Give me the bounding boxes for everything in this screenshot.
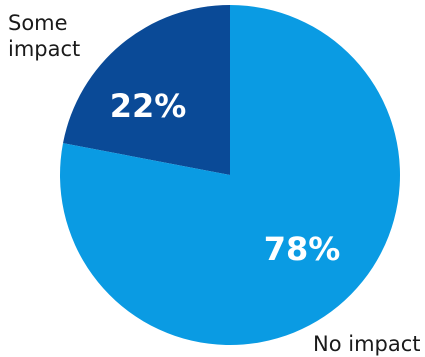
slice-value-label-no-impact: 78%	[264, 230, 341, 268]
slice-value-label-some-impact: 22%	[110, 87, 187, 125]
pie-slice-some-impact	[63, 5, 230, 175]
pie-slices	[59, 5, 401, 345]
pie-slice-no-impact	[59, 5, 401, 345]
category-label-no-impact: No impact	[313, 332, 421, 356]
category-label-some-impact: Some impact	[8, 11, 80, 61]
